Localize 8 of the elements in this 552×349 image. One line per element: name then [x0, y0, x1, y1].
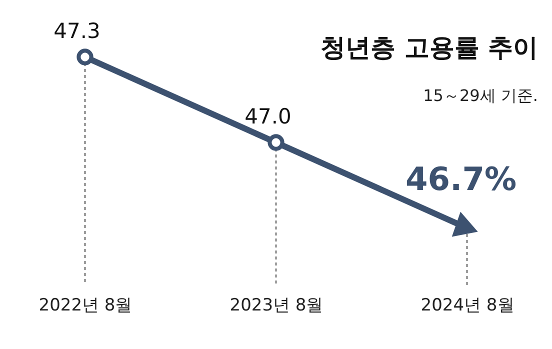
text: 15～29세 기준. — [423, 86, 538, 105]
x-tick-label: 2024년 8월 — [420, 296, 514, 316]
x-tick-label: 2023년 8월 — [230, 296, 324, 316]
data-label: 47.3 — [54, 19, 100, 43]
x-tick-label: 2022년 8월 — [38, 296, 132, 316]
data-label: 47.0 — [244, 104, 292, 128]
chart-title: 청년층 고용률 추이 — [320, 33, 538, 62]
data-label: 46.7% — [405, 160, 517, 198]
